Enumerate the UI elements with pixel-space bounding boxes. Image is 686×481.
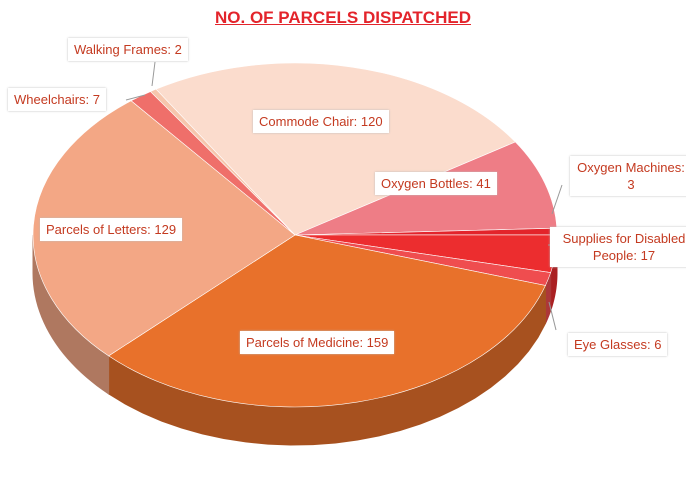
data-label: Oxygen Bottles: 41	[375, 172, 497, 195]
chart-title: NO. OF PARCELS DISPATCHED	[215, 8, 471, 27]
data-label: Oxygen Machines: 3	[570, 156, 686, 196]
leader-line	[125, 94, 146, 101]
pie-slice	[155, 62, 516, 236]
pie-slice	[108, 234, 546, 408]
leader-line	[548, 301, 557, 331]
leader-lines	[125, 61, 563, 331]
data-label: Walking Frames: 2	[68, 38, 188, 61]
data-label: Parcels of Letters: 129	[40, 218, 183, 241]
data-label: Commode Chair: 120	[253, 110, 389, 133]
leader-line	[551, 184, 563, 215]
data-label: Parcels of Medicine: 159	[240, 331, 395, 354]
data-label: Eye Glasses: 6	[568, 333, 668, 356]
data-label: Wheelchairs: 7	[8, 88, 106, 111]
leader-line	[151, 61, 156, 87]
data-label: Supplies for Disabled People: 17	[550, 227, 686, 267]
